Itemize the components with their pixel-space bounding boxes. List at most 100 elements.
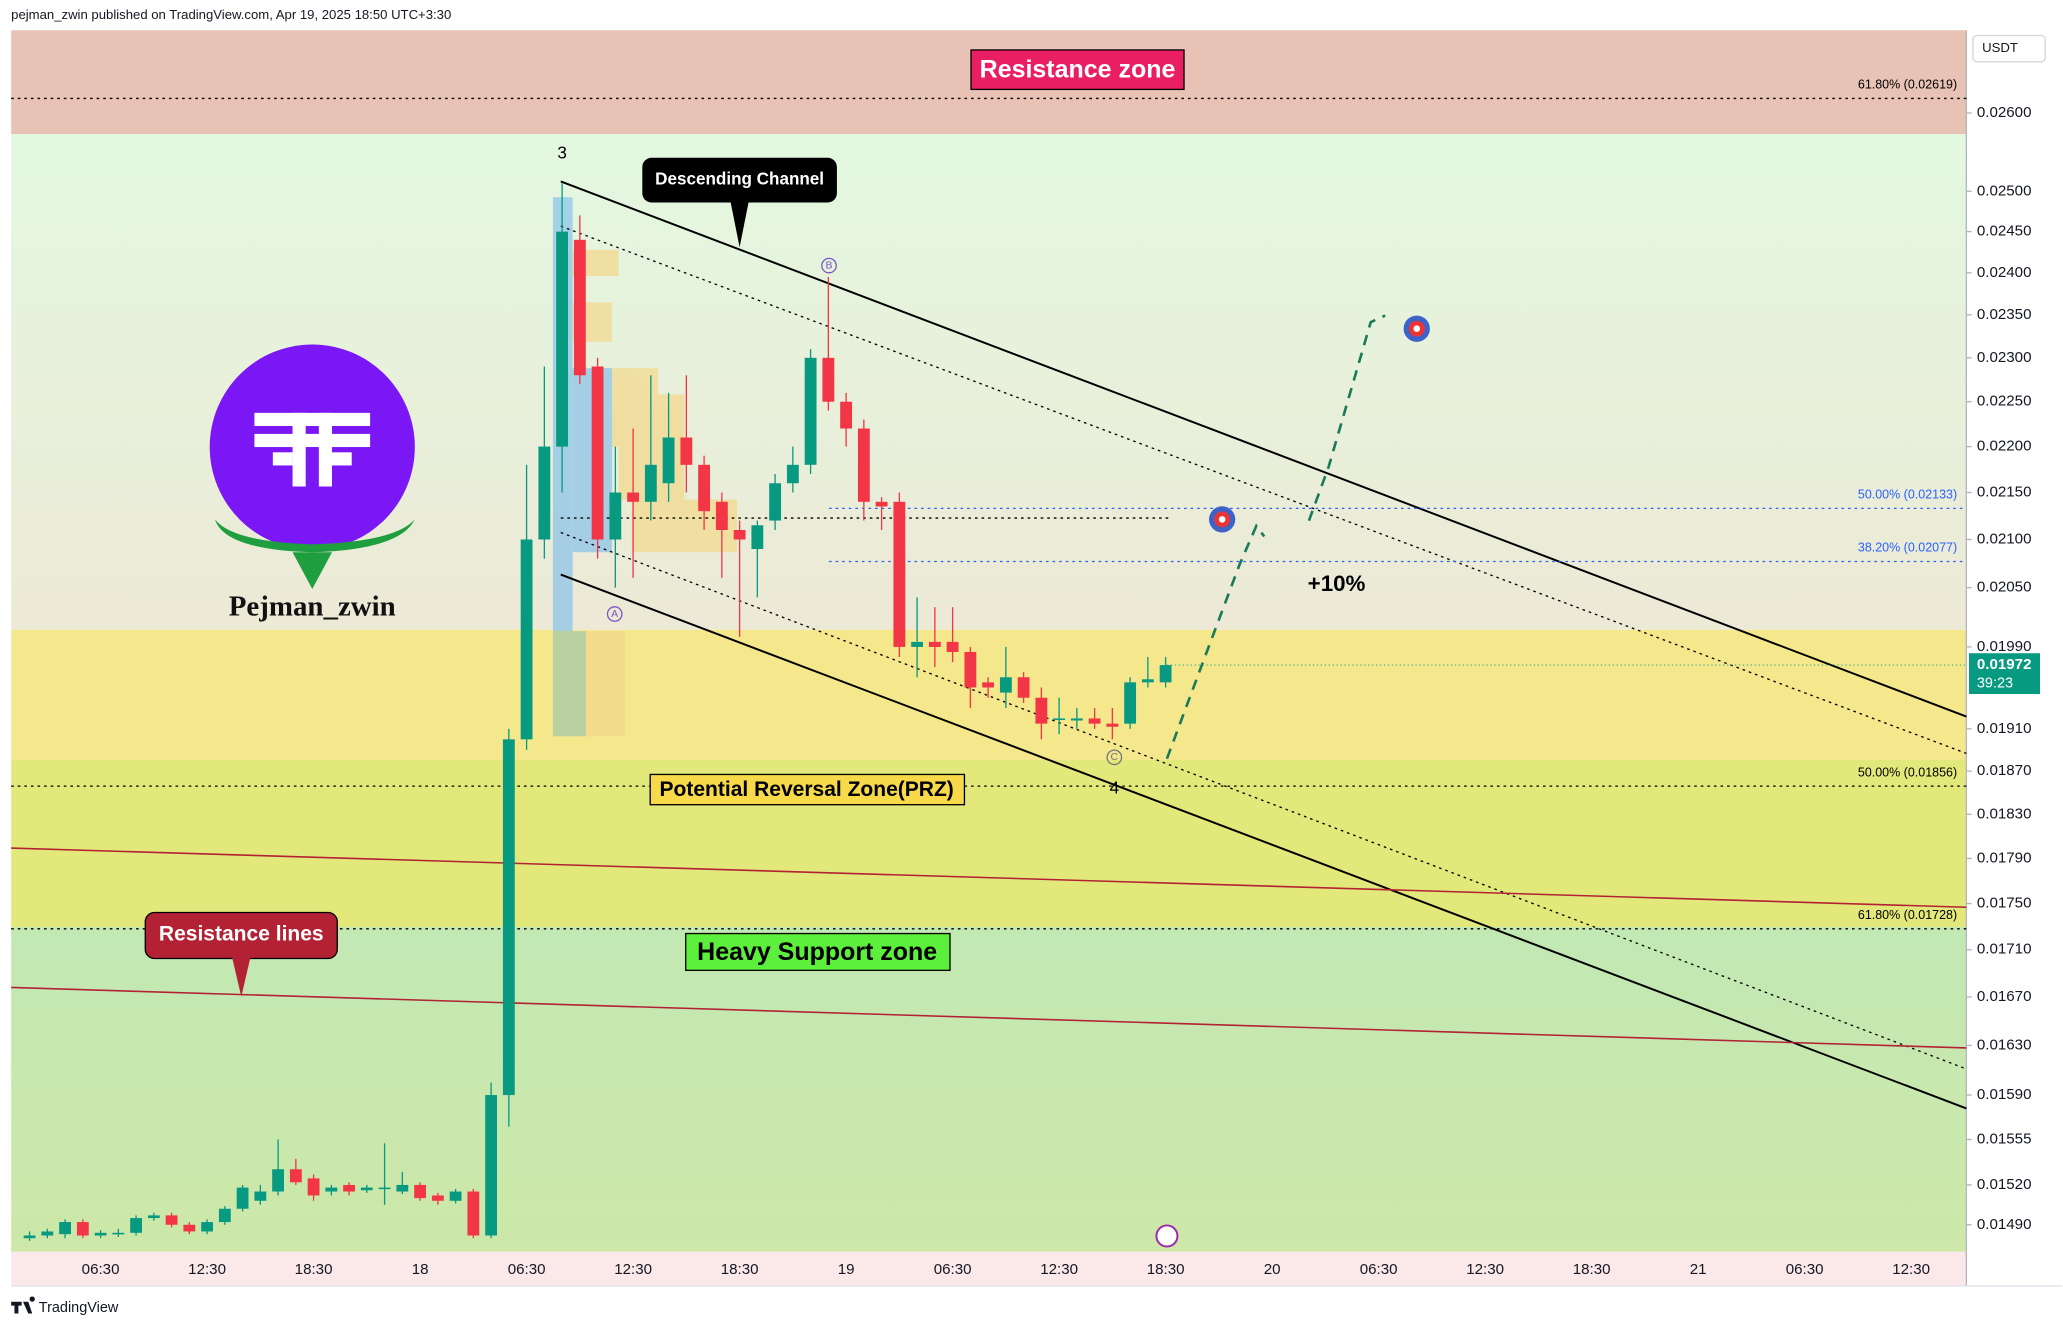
candle-body <box>272 1169 285 1192</box>
y-tick-label: 0.02400 <box>1977 264 2032 281</box>
y-tick-label: 0.02150 <box>1977 483 2032 500</box>
event-icon[interactable] <box>1155 1224 1179 1248</box>
candle-body <box>609 492 622 540</box>
candle-body <box>1035 697 1048 724</box>
candle-body <box>698 464 711 512</box>
candle-body <box>999 677 1012 693</box>
x-tick-label: 18 <box>412 1261 429 1278</box>
last-price-label: 0.01972 <box>1977 656 2032 673</box>
wave-label: 3 <box>557 143 567 162</box>
currency-box[interactable] <box>1972 34 2046 63</box>
y-tick-label: 0.02200 <box>1977 438 2032 455</box>
candle-body <box>751 525 764 550</box>
candle-body <box>591 366 604 540</box>
y-tick-label: 0.01630 <box>1977 1036 2032 1053</box>
y-tick-label: 0.02050 <box>1977 579 2032 596</box>
y-tick-label: 0.01490 <box>1977 1216 2032 1233</box>
y-tick-label: 0.01910 <box>1977 720 2032 737</box>
wave-label: C <box>1111 751 1119 763</box>
x-tick-label: 18:30 <box>1573 1261 1611 1278</box>
candle-body <box>840 401 853 429</box>
footer-logo <box>11 1296 35 1314</box>
candle-body <box>680 437 693 465</box>
candle-body <box>875 501 888 507</box>
candle-body <box>662 437 675 484</box>
candle-body <box>183 1224 196 1232</box>
candle-body <box>112 1232 125 1235</box>
x-tick-label: 06:30 <box>1360 1261 1398 1278</box>
candle-body <box>1106 723 1119 727</box>
candle-body <box>627 492 640 502</box>
candle-body <box>76 1222 89 1236</box>
x-tick-label: 12:30 <box>1466 1261 1504 1278</box>
time-axis-bg <box>11 1251 1967 1286</box>
y-tick-label: 0.01555 <box>1977 1130 2032 1147</box>
fib-label: 61.80% (0.01728) <box>1858 908 1957 922</box>
wave-circle <box>606 606 623 622</box>
candle-body <box>130 1218 143 1233</box>
candle-body <box>1053 718 1066 721</box>
candle-body <box>804 357 817 465</box>
candle-body <box>822 357 835 402</box>
resistance-lines <box>11 847 1967 1049</box>
channel-label: Descending Channel <box>655 170 824 189</box>
candle-body <box>396 1184 409 1192</box>
y-tick-label: 0.02500 <box>1977 182 2032 199</box>
candle-body <box>911 641 924 647</box>
x-tick-label: 12:30 <box>1892 1261 1930 1278</box>
candle-body <box>786 464 799 484</box>
x-tick-label: 06:30 <box>934 1261 972 1278</box>
candle-body <box>449 1191 462 1201</box>
candle-body <box>928 641 941 647</box>
candle-body <box>1159 665 1172 683</box>
candle-body <box>520 539 533 740</box>
candle-body <box>378 1187 391 1190</box>
x-tick-label: 20 <box>1264 1261 1281 1278</box>
x-tick-label: 06:30 <box>82 1261 120 1278</box>
x-tick-label: 06:30 <box>1786 1261 1824 1278</box>
candle-body <box>556 231 569 447</box>
y-tick-label: 0.01830 <box>1977 805 2032 822</box>
y-tick-label: 0.02250 <box>1977 393 2032 410</box>
candle-body <box>769 483 782 521</box>
candle-body <box>467 1191 480 1236</box>
last-price-box <box>1968 653 2040 694</box>
target-icon <box>1209 315 1430 533</box>
x-tick-label: 19 <box>838 1261 855 1278</box>
y-tick-label: 0.01590 <box>1977 1086 2032 1103</box>
prz-box <box>649 773 966 806</box>
x-tick-label: 21 <box>1690 1261 1707 1278</box>
candle-body <box>644 464 657 502</box>
wave-circle <box>1106 749 1123 766</box>
wave-label: A <box>611 608 618 620</box>
footer-brand: TradingView <box>39 1300 119 1316</box>
publish-info: pejman_zwin published on TradingView.com… <box>11 7 451 22</box>
support-label: Heavy Support zone <box>697 938 937 966</box>
candle-body <box>59 1222 72 1235</box>
prz-label: Potential Reversal Zone(PRZ) <box>660 778 954 801</box>
candle-body <box>431 1195 444 1201</box>
author-name: Pejman_zwin <box>229 590 396 622</box>
candle-body <box>23 1235 36 1239</box>
candle-body <box>893 501 906 647</box>
resistance-zone-box <box>970 49 1185 91</box>
y-tick-label: 0.02350 <box>1977 306 2032 323</box>
fib-label: 61.80% (0.02619) <box>1858 78 1957 92</box>
candle-body <box>538 446 551 540</box>
candle-body <box>343 1184 356 1192</box>
candle-body <box>857 428 870 502</box>
y-tick-label: 0.01670 <box>1977 988 2032 1005</box>
prz-lower-zone <box>11 759 1967 927</box>
candle-body <box>1088 718 1101 724</box>
candle-body <box>307 1178 320 1196</box>
channel-box <box>642 157 837 203</box>
x-tick-label: 06:30 <box>508 1261 546 1278</box>
candle-body <box>715 501 728 530</box>
candle-body <box>289 1169 302 1183</box>
candle-body <box>1070 718 1083 721</box>
y-tick-label: 0.01790 <box>1977 849 2032 866</box>
x-tick-label: 12:30 <box>188 1261 226 1278</box>
candle-body <box>325 1187 338 1192</box>
